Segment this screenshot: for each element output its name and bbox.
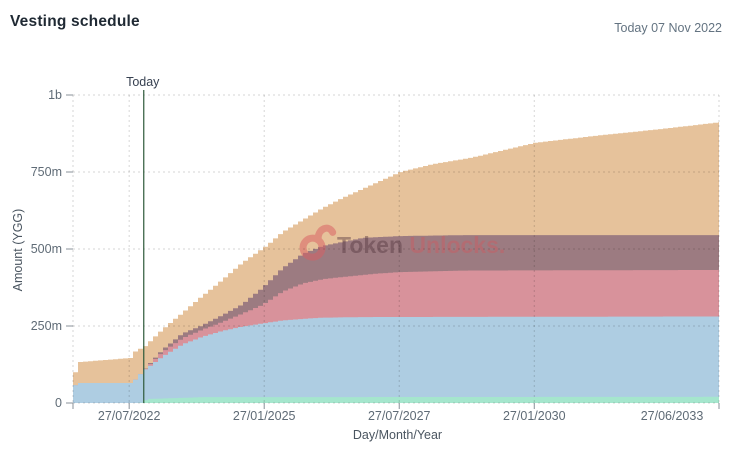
watermark-text: Token Unlocks. bbox=[337, 232, 505, 258]
y-tick-label: 750m bbox=[31, 165, 62, 179]
x-axis-title: Day/Month/Year bbox=[352, 428, 443, 442]
x-tick-label: 27/07/2022 bbox=[98, 409, 161, 423]
tick-labels: 0 250m 500m 750m 1b 27/07/2022 27/01/2025 27/07… bbox=[31, 88, 704, 423]
x-tick-label: 27/07/2027 bbox=[368, 409, 431, 423]
page-title: Vesting schedule bbox=[10, 13, 140, 30]
watermark-brand-primary: Token bbox=[337, 232, 403, 258]
gridlines bbox=[72, 94, 720, 404]
y-tick-label: 0 bbox=[55, 396, 62, 410]
area-band-teal bbox=[73, 396, 719, 403]
y-tick-label: 250m bbox=[31, 319, 62, 333]
y-tick-label: 1b bbox=[48, 88, 62, 102]
x-tick-label: 27/01/2030 bbox=[503, 409, 566, 423]
x-tick-label: 27/06/2033 bbox=[641, 409, 704, 423]
axis-ticks bbox=[66, 94, 720, 409]
today-label: Today bbox=[126, 75, 160, 89]
today-marker: Today bbox=[126, 75, 160, 403]
area-band-blue bbox=[73, 316, 719, 403]
x-tick-label: 27/01/2025 bbox=[233, 409, 296, 423]
stacked-areas bbox=[73, 122, 719, 403]
header-date: Today 07 Nov 2022 bbox=[614, 21, 722, 35]
watermark: Token Unlocks. bbox=[299, 224, 505, 261]
unlock-icon bbox=[299, 224, 337, 261]
y-tick-label: 500m bbox=[31, 242, 62, 256]
watermark-brand-secondary: Unlocks. bbox=[409, 232, 505, 258]
